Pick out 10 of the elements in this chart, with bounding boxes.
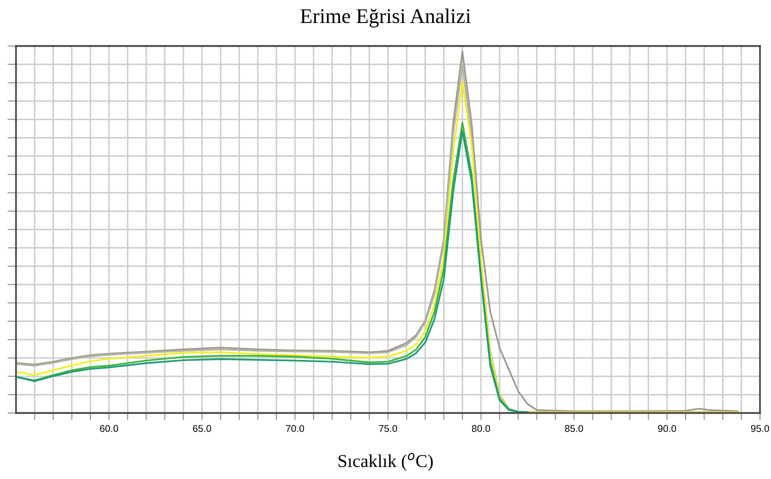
- x-tick-label: 90.0: [658, 425, 676, 432]
- x-tick-label: 60.0: [100, 425, 118, 432]
- x-tick-label: 75.0: [379, 425, 398, 432]
- x-tick-label: 70.0: [286, 425, 304, 432]
- x-tick-label: 95.0: [750, 425, 770, 432]
- x-tick-label: 65.0: [193, 425, 212, 432]
- x-tick-label: 85.0: [564, 425, 584, 432]
- chart-title: Erime Eğrisi Analizi: [300, 8, 471, 28]
- x-axis-title: Sıcaklık ($^{o}$C): [338, 452, 433, 471]
- x-tick-label: 80.0: [472, 425, 490, 432]
